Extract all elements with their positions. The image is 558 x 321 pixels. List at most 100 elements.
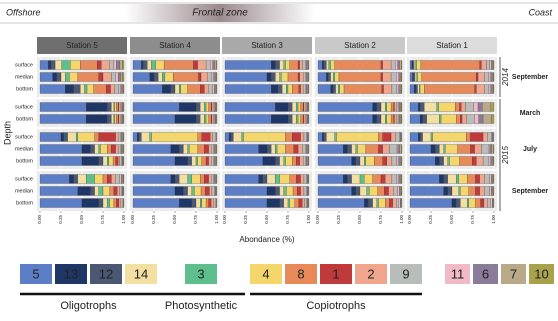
bar-segment [39,156,83,166]
bar-segment [229,132,232,142]
bar-segment [214,114,216,124]
bar-segment [302,102,305,112]
bar-segment [119,156,122,166]
bar-segment [123,156,125,166]
bar-segment [409,144,432,154]
bar-segment [330,60,335,70]
station-label: Station 2 [344,41,376,50]
station-header [315,37,405,54]
bar-segment [458,186,461,196]
bar-segment [271,60,276,70]
bar-segment [396,84,399,94]
bar-segment [493,186,495,196]
bar-segment [384,186,389,196]
bar-segment [386,114,392,124]
bar-segment [414,72,417,82]
bar-segment [233,132,242,142]
bar-segment [488,84,491,94]
bar-segment [326,72,329,82]
bar-segment [491,186,493,196]
bar-segment [179,84,182,94]
bar-segment [386,102,392,112]
bar-segment [409,132,419,142]
bar-segment [98,144,101,154]
bar-segment [121,102,123,112]
bar-segment [484,186,490,196]
bar-segment [455,102,460,112]
bar-segment [60,72,66,82]
bar-segment [60,132,64,142]
bar-segment [300,174,305,184]
bar-segment [414,84,417,94]
bar-segment [308,72,310,82]
bar-segment [86,84,94,94]
bar-segment [132,174,171,184]
bar-segment [477,72,485,82]
bar-segment [479,60,482,70]
bar-segment [364,156,367,166]
bar-segment [307,186,309,196]
bar-segment [216,186,218,196]
bar-segment [490,198,493,208]
bar-segment [213,72,216,82]
bar-segment [317,60,323,70]
bar-segment [292,132,301,142]
bar-segment [307,132,309,142]
bar-segment [224,144,259,154]
bar-segment [397,144,400,154]
bar-segment [395,60,398,70]
bar-segment [213,156,215,166]
bar-segment [107,198,110,208]
bar-segment [174,114,197,124]
bar-segment [115,144,119,154]
bar-segment [214,102,216,112]
bar-segment [86,114,108,124]
bar-segment [296,174,301,184]
bar-segment [102,198,108,208]
bar-segment [197,156,203,166]
bar-segment [120,132,122,142]
bar-segment [96,60,102,70]
bar-segment [364,174,373,184]
bar-segment [417,84,420,94]
depth-label: surface [15,104,33,110]
legend-swatch [320,264,352,284]
bar-segment [299,60,303,70]
x-tick-label: 1.00 [399,215,404,224]
depth-label: median [15,74,33,80]
bar-segment [426,114,440,124]
bar-segment [287,114,293,124]
bar-segment [207,72,213,82]
bar-segment [347,174,352,184]
bar-segment [289,174,297,184]
bar-segment [456,198,461,208]
bar-segment [271,84,279,94]
bar-segment [296,114,299,124]
bar-segment [292,186,298,196]
bar-segment [215,132,217,142]
bar-segment [208,198,212,208]
bar-segment [200,174,205,184]
x-tick-label: 0.75 [285,215,290,224]
bar-segment [39,102,87,112]
bar-segment [302,114,305,124]
bar-segment [204,102,207,112]
legend-swatch [501,264,526,284]
bar-segment [113,198,117,208]
bar-segment [151,60,156,70]
bar-segment [98,156,104,166]
bar-segment [338,84,340,94]
bar-segment [357,144,367,154]
bar-segment [102,174,108,184]
bar-segment [266,144,272,154]
bar-segment [359,174,365,184]
bar-segment [205,102,209,112]
bar-segment [401,84,403,94]
bar-segment [214,174,216,184]
bar-segment [81,144,91,154]
bar-segment [116,114,119,124]
bar-segment [86,174,95,184]
bar-segment [308,198,310,208]
bar-segment [39,132,62,142]
x-tick-label: 0.00 [130,215,135,224]
